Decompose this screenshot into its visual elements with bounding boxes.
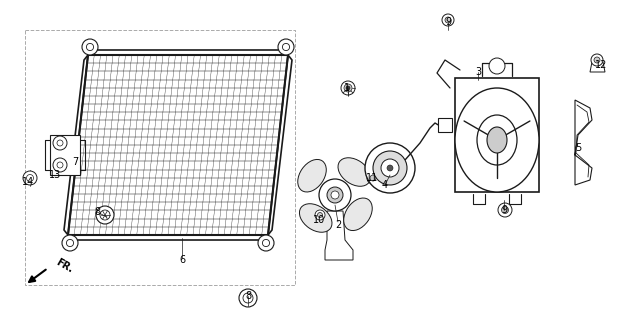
Ellipse shape (23, 171, 37, 185)
Ellipse shape (387, 165, 393, 171)
Text: 12: 12 (595, 60, 607, 70)
Ellipse shape (315, 210, 325, 220)
Text: 7: 7 (72, 157, 78, 167)
Ellipse shape (501, 206, 508, 213)
Ellipse shape (62, 235, 78, 251)
Ellipse shape (96, 206, 114, 224)
Ellipse shape (57, 140, 63, 146)
Text: 4: 4 (382, 180, 388, 190)
Polygon shape (590, 62, 605, 72)
Ellipse shape (100, 210, 110, 220)
Text: 10: 10 (313, 215, 325, 225)
Ellipse shape (57, 162, 63, 168)
Ellipse shape (591, 54, 603, 66)
Ellipse shape (26, 174, 33, 181)
Ellipse shape (346, 86, 350, 90)
Ellipse shape (327, 187, 343, 203)
Ellipse shape (298, 159, 326, 192)
Ellipse shape (594, 57, 600, 63)
Ellipse shape (343, 198, 372, 230)
Text: 11: 11 (366, 173, 378, 183)
Polygon shape (438, 118, 452, 132)
Polygon shape (455, 78, 539, 192)
Polygon shape (575, 100, 592, 185)
Polygon shape (68, 55, 288, 235)
Ellipse shape (370, 175, 376, 181)
Text: 8: 8 (245, 291, 251, 301)
Ellipse shape (455, 88, 539, 192)
Ellipse shape (299, 204, 332, 232)
Ellipse shape (381, 159, 399, 177)
Ellipse shape (282, 44, 289, 51)
Text: 9: 9 (445, 17, 451, 27)
Text: 1: 1 (344, 83, 350, 93)
Ellipse shape (53, 136, 67, 150)
Ellipse shape (489, 58, 505, 74)
Text: 6: 6 (179, 255, 185, 265)
Ellipse shape (278, 39, 294, 55)
Ellipse shape (86, 44, 94, 51)
Ellipse shape (338, 158, 370, 186)
Text: 14: 14 (22, 177, 34, 187)
Ellipse shape (477, 115, 517, 165)
Text: 9: 9 (501, 205, 507, 215)
Ellipse shape (262, 239, 270, 247)
Polygon shape (50, 135, 80, 175)
Ellipse shape (344, 84, 352, 92)
Ellipse shape (331, 191, 339, 199)
Ellipse shape (498, 203, 512, 217)
Ellipse shape (319, 179, 351, 211)
Text: 3: 3 (475, 67, 481, 77)
Ellipse shape (373, 151, 407, 185)
Ellipse shape (258, 235, 274, 251)
Polygon shape (325, 211, 353, 260)
Ellipse shape (318, 212, 323, 218)
Ellipse shape (82, 39, 98, 55)
Ellipse shape (487, 127, 507, 153)
Ellipse shape (445, 17, 451, 23)
Text: 5: 5 (575, 143, 581, 153)
Ellipse shape (239, 289, 257, 307)
Ellipse shape (365, 143, 415, 193)
Text: 8: 8 (94, 207, 100, 217)
Ellipse shape (367, 172, 379, 184)
Ellipse shape (442, 14, 454, 26)
Text: FR.: FR. (54, 257, 75, 275)
Text: 2: 2 (335, 220, 341, 230)
Ellipse shape (67, 239, 74, 247)
Ellipse shape (341, 81, 355, 95)
Text: 13: 13 (49, 170, 61, 180)
Ellipse shape (243, 293, 253, 303)
Ellipse shape (53, 158, 67, 172)
